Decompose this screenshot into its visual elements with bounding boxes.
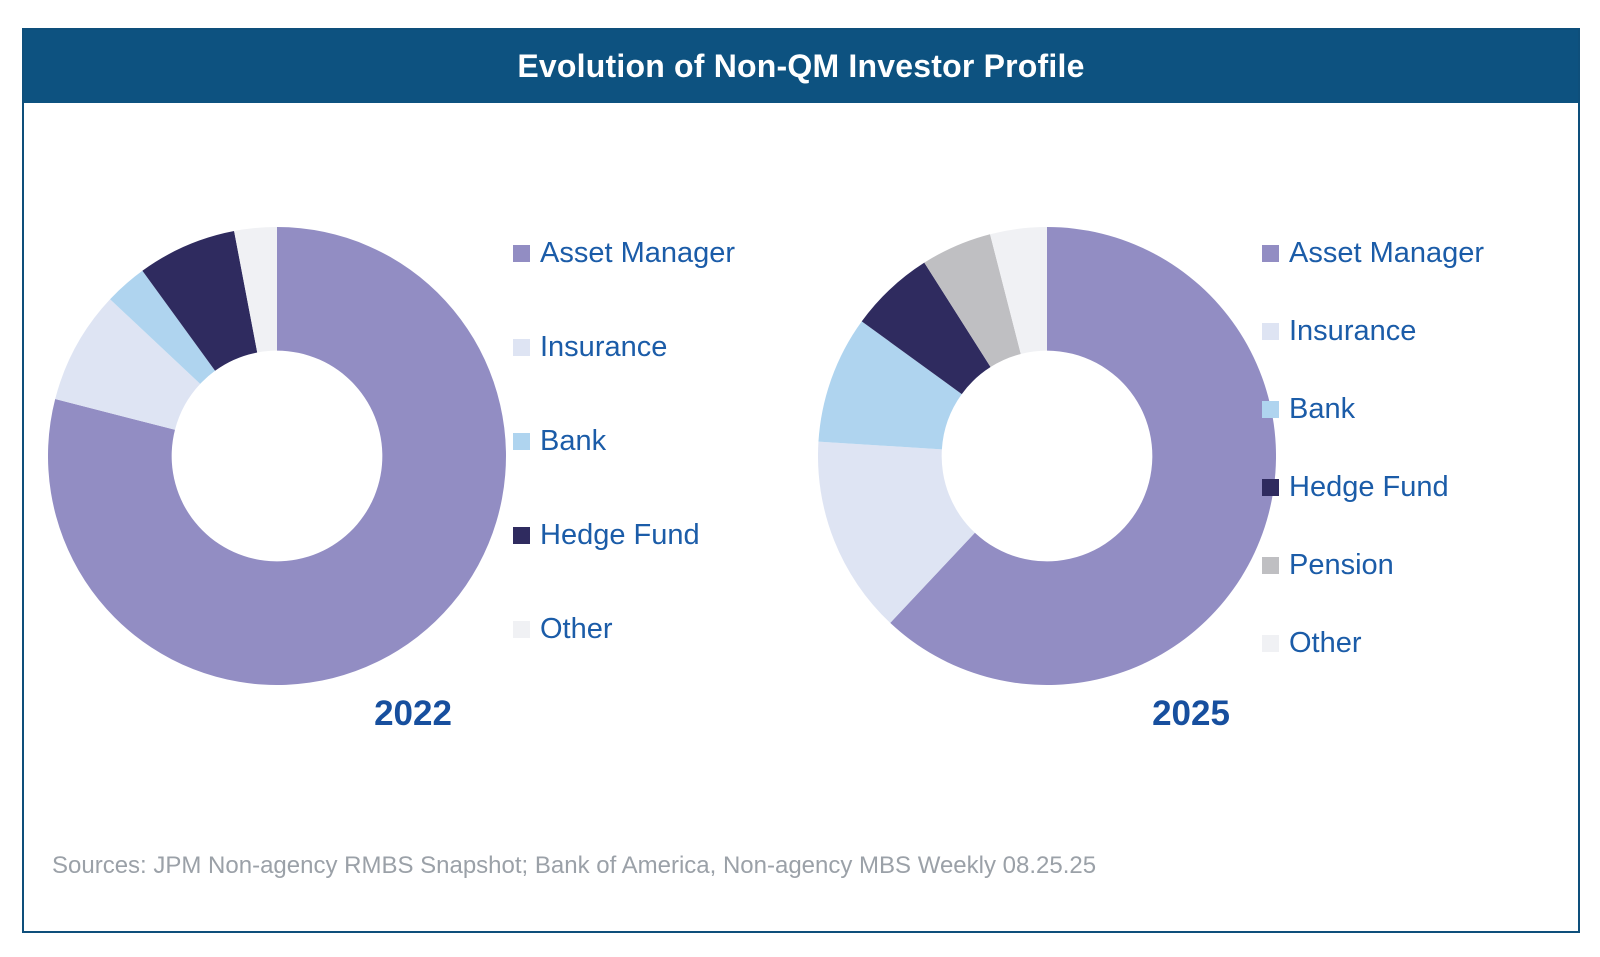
legend-item-other: Other (513, 609, 735, 649)
legend-label: Bank (1289, 392, 1356, 425)
year-label-2022: 2022 (374, 694, 452, 733)
donut-segment-insurance (55, 299, 201, 430)
legend-label: Hedge Fund (1289, 470, 1449, 503)
donut-segment-other (234, 227, 277, 353)
legend-color-swatch (1262, 244, 1279, 262)
legend-label: Pension (1289, 548, 1394, 581)
legend-color-swatch (1262, 400, 1279, 418)
donut-segment-bank (818, 321, 962, 450)
legend-item-insurance: Insurance (513, 327, 735, 367)
chart-header: Evolution of Non-QM Investor Profile (24, 30, 1578, 103)
chart-title: Evolution of Non-QM Investor Profile (517, 48, 1085, 84)
legend-item-asset-manager: Asset Manager (1262, 233, 1484, 273)
legend-color-swatch (1262, 556, 1279, 574)
legend-color-swatch (513, 620, 530, 638)
source-note: Sources: JPM Non-agency RMBS Snapshot; B… (52, 852, 1097, 879)
legend-label: Insurance (540, 330, 668, 363)
legend-color-swatch (513, 338, 530, 356)
legend-label: Insurance (1289, 314, 1417, 347)
legend-color-swatch (513, 432, 530, 450)
legend-label: Bank (540, 424, 607, 457)
donut-segment-hedge-fund (142, 231, 258, 371)
donut-segment-asset-manager (48, 227, 506, 685)
legend-color-swatch (1262, 478, 1279, 496)
donut-segment-pension (924, 234, 1021, 368)
donut-segment-bank (110, 270, 216, 384)
legend-label: Asset Manager (540, 236, 736, 269)
donut-segment-hedge-fund (861, 262, 991, 395)
year-label-2025: 2025 (1152, 694, 1230, 733)
donut-segment-asset-manager (890, 227, 1276, 685)
legend-item-insurance: Insurance (1262, 311, 1484, 351)
legend-item-hedge-fund: Hedge Fund (1262, 467, 1484, 507)
legend-label: Other (1289, 626, 1362, 659)
legend-2022: Asset Manager Insurance Bank Hedge Fund Othe… (513, 233, 735, 703)
legend-label: Other (540, 612, 613, 645)
legend-item-asset-manager: Asset Manager (513, 233, 735, 273)
legend-item-other: Other (1262, 623, 1484, 663)
legend-item-hedge-fund: Hedge Fund (513, 515, 735, 555)
legend-color-swatch (1262, 634, 1279, 652)
legend-item-bank: Bank (513, 421, 735, 461)
legend-label: Hedge Fund (540, 518, 700, 551)
donut-chart-2025 (818, 227, 1276, 685)
legend-label: Asset Manager (1289, 236, 1485, 269)
donut-chart-2022 (48, 227, 506, 685)
legend-2025: Asset Manager Insurance Bank Hedge Fund Pens… (1262, 233, 1484, 701)
legend-color-swatch (1262, 322, 1279, 340)
legend-color-swatch (513, 526, 530, 544)
donut-segment-insurance (818, 441, 975, 623)
legend-color-swatch (513, 244, 530, 262)
legend-item-pension: Pension (1262, 545, 1484, 585)
chart-card: Evolution of Non-QM Investor Profile Ass… (22, 28, 1580, 933)
legend-item-bank: Bank (1262, 389, 1484, 429)
donut-segment-other (990, 227, 1047, 354)
